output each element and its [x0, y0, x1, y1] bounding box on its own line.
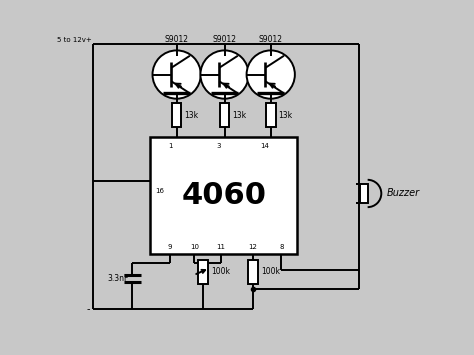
Text: 14: 14 [260, 143, 269, 149]
Bar [172, 103, 182, 127]
Text: Buzzer: Buzzer [387, 189, 420, 198]
Text: 16: 16 [155, 187, 164, 193]
Text: 12: 12 [248, 244, 257, 250]
Text: 1: 1 [168, 143, 173, 149]
Circle shape [246, 50, 295, 99]
Text: 13k: 13k [232, 111, 246, 120]
Text: 13k: 13k [184, 111, 199, 120]
Bar [266, 103, 275, 127]
Text: S9012: S9012 [212, 35, 237, 44]
Text: 13k: 13k [279, 111, 292, 120]
Text: S9012: S9012 [164, 35, 189, 44]
Text: 9: 9 [167, 244, 172, 250]
Text: 11: 11 [217, 244, 226, 250]
Text: 8: 8 [279, 244, 283, 250]
Text: 3: 3 [216, 143, 220, 149]
Text: S9012: S9012 [259, 35, 283, 44]
Text: 4060: 4060 [181, 181, 266, 210]
Bar [199, 260, 208, 284]
Bar [150, 137, 297, 254]
Text: 100k: 100k [261, 267, 280, 276]
Text: 5 to 12v+: 5 to 12v+ [57, 37, 91, 43]
Bar [220, 103, 229, 127]
Text: 100k: 100k [211, 267, 230, 276]
Text: 10: 10 [190, 244, 199, 250]
Bar [360, 184, 368, 203]
Text: 3.3nF: 3.3nF [107, 274, 129, 283]
Bar [248, 260, 258, 284]
Text: -: - [86, 304, 90, 314]
Circle shape [153, 50, 201, 99]
Circle shape [201, 50, 249, 99]
